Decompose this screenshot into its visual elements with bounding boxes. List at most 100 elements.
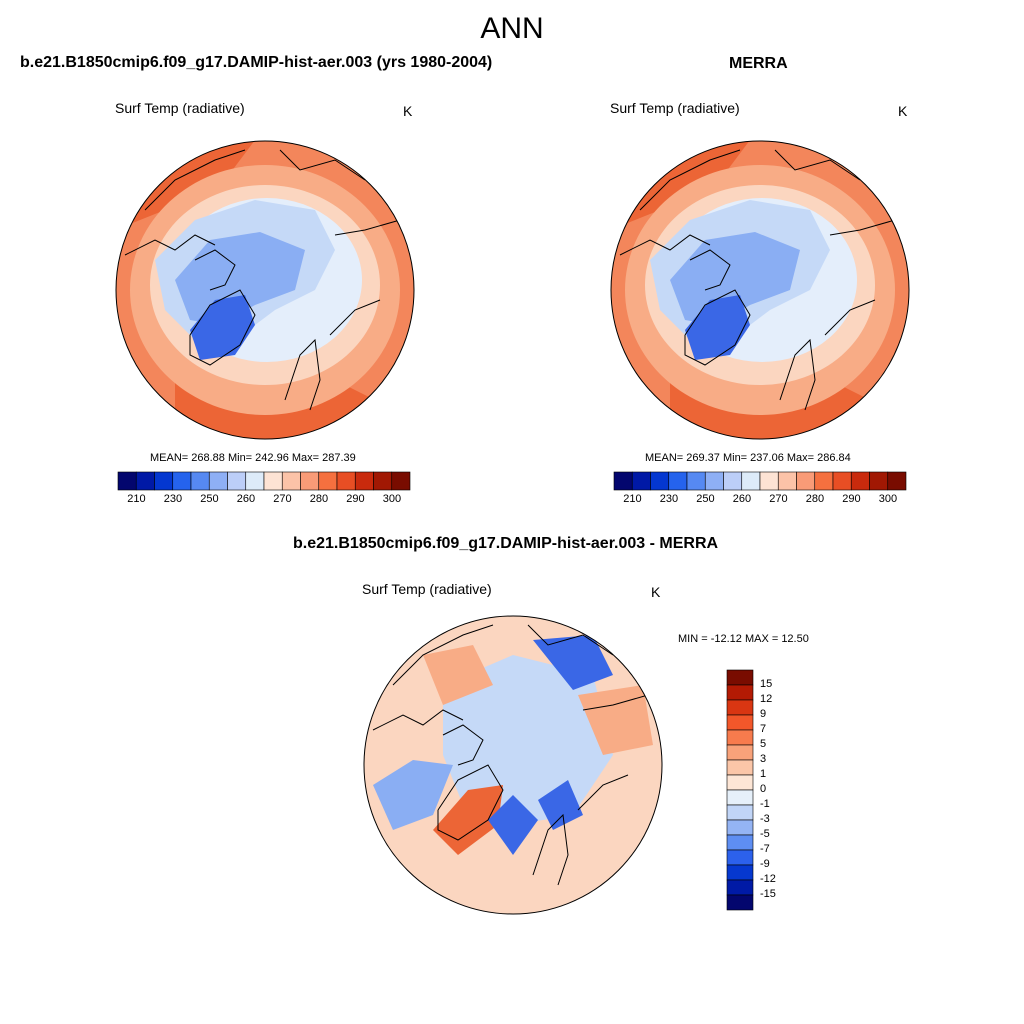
coastline [194,249,236,291]
colorbar-tick-label: 250 [696,493,715,505]
colorbar-tick-label: 230 [659,493,679,505]
colorbar-swatch [190,471,210,491]
map-field [611,141,909,439]
coastline [619,234,711,256]
colorbar-swatch [373,471,393,491]
colorbar-tick-label: -12 [760,873,776,885]
colorbar-tick-label: 250 [200,493,219,505]
colorbar-swatch [796,471,816,491]
colorbar-swatch [208,471,228,491]
colorbar-swatch [336,471,356,491]
coastline [329,299,381,336]
colorbar-swatch [135,471,155,491]
colorbar-tick-label: 5 [760,738,767,750]
colorbar-swatch [726,879,754,896]
colorbar-swatch [704,471,724,491]
field-arctic-ocean [670,232,800,325]
coastline [144,149,246,211]
diff-units-label: K [651,584,661,600]
coastline [527,624,614,656]
coastline [189,289,256,366]
diff-polar-map [363,615,663,915]
diff-panel-title: b.e21.B1850cmip6.f09_g17.DAMIP-hist-aer.… [293,535,719,552]
colorbar-tick-label: 290 [842,493,861,505]
colorbar-tick-label: 210 [623,493,642,505]
colorbar-swatch [726,759,754,776]
colorbar-tick-label: -15 [760,888,776,900]
obs-variable-label: Surf Temp (radiative) [610,100,740,116]
colorbar-swatch [686,471,706,491]
coastline [284,338,321,411]
obs-stats: MEAN= 269.37 Min= 237.06 Max= 286.84 [645,452,851,464]
model-colorbar-ticks: 210 230 250 260 270 280 290 300 [118,493,410,509]
colorbar-tick-label: 270 [273,493,292,505]
field-cool-arctic [443,655,613,825]
map-border [115,140,415,440]
colorbar-swatch [726,714,754,731]
colorbar-swatch [726,729,754,746]
model-units-label: K [403,103,413,119]
coastline [824,299,876,336]
coastline [639,149,741,211]
colorbar-tick-label: 300 [878,493,898,505]
colorbar-tick-label: 1 [760,768,767,780]
coastline [577,774,629,811]
colorbar-swatch [726,684,754,701]
model-colorbar [117,471,411,491]
colorbar-swatch [154,471,174,491]
colorbar-swatch [300,471,320,491]
model-variable-label: Surf Temp (radiative) [115,100,245,116]
colorbar-swatch [318,471,338,491]
field-cold-canada [373,760,453,830]
colorbar-tick-label: 230 [163,493,183,505]
coastline [582,694,649,711]
colorbar-swatch [726,834,754,851]
colorbar-tick-label: 280 [805,493,825,505]
colorbar-swatch [726,804,754,821]
colorbar-swatch [869,471,889,491]
colorbar-swatch [726,789,754,806]
coastline [442,724,484,766]
colorbar-swatch [391,471,411,491]
colorbar-swatch [726,699,754,716]
colorbar-swatch [227,471,247,491]
colorbar-tick-label: -3 [760,813,770,825]
coastline [532,813,569,886]
colorbar-swatch [726,744,754,761]
colorbar-swatch [117,471,137,491]
colorbar-tick-label: -7 [760,843,770,855]
colorbar-swatch [613,471,633,491]
diff-colorbar [726,669,754,911]
map-field [116,141,414,439]
obs-units-label: K [898,103,908,119]
field-warm-siberia [578,685,653,755]
colorbar-tick-label: 270 [769,493,788,505]
diff-variable-label: Surf Temp (radiative) [362,581,492,597]
map-border [363,615,663,915]
colorbar-swatch [726,819,754,836]
figure-title: ANN [480,12,544,45]
colorbar-swatch [723,471,743,491]
colorbar-swatch [777,471,797,491]
coastline [124,234,216,256]
colorbar-swatch [759,471,779,491]
field-warm-alaska [423,645,493,705]
colorbar-tick-label: 3 [760,753,767,765]
colorbar-swatch [887,471,907,491]
obs-polar-map [610,140,910,440]
colorbar-swatch [850,471,870,491]
colorbar-tick-label: 280 [309,493,329,505]
colorbar-swatch [631,471,651,491]
obs-colorbar [613,471,907,491]
coastline [372,709,464,731]
colorbar-swatch [354,471,374,491]
map-border [610,140,910,440]
field-warm-greenland [433,785,503,855]
coastline [334,219,401,236]
model-stats: MEAN= 268.88 Min= 242.96 Max= 287.39 [150,452,356,464]
coastline [779,338,816,411]
map-field [364,616,662,914]
colorbar-tick-label: -5 [760,828,770,840]
colorbar-swatch [281,471,301,491]
colorbar-tick-label: 290 [346,493,365,505]
